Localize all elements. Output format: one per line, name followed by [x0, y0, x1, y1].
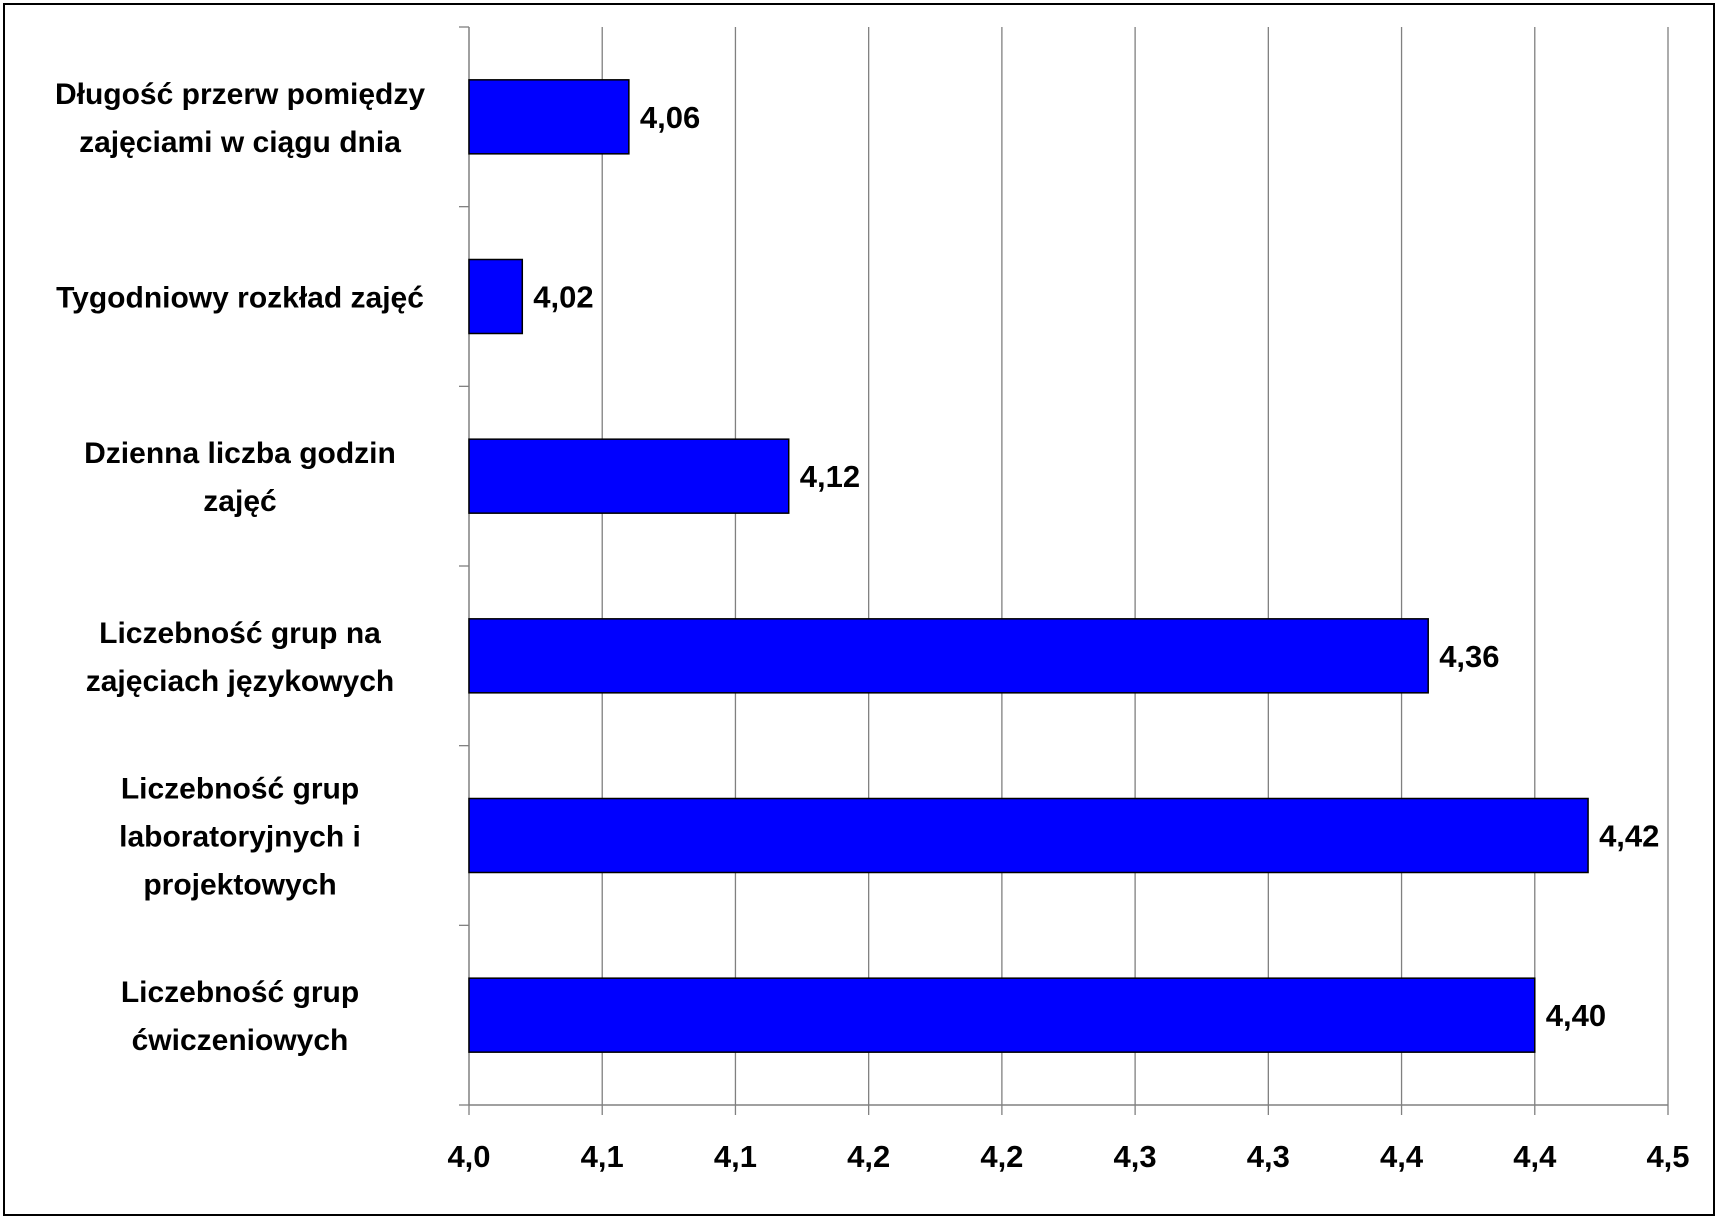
bar-value-label: 4,06	[640, 100, 700, 135]
category-label: Dzienna liczba godzin	[84, 437, 396, 470]
category-label: Tygodniowy rozkład zajęć	[56, 282, 424, 315]
bar	[468, 79, 630, 155]
x-tick-label: 4,5	[1646, 1139, 1689, 1174]
x-tick-label: 4,2	[847, 1139, 890, 1174]
x-tick-label: 4,0	[447, 1139, 490, 1174]
x-tick-label: 4,3	[1114, 1139, 1157, 1174]
bar-value-label: 4,40	[1546, 998, 1606, 1033]
bar	[468, 797, 1589, 874]
bar-value-label: 4,42	[1599, 819, 1659, 854]
x-tick-label: 4,1	[581, 1139, 624, 1174]
category-label: projektowych	[143, 869, 336, 902]
bar	[468, 258, 524, 335]
category-label: Liczebność grup na	[99, 617, 381, 650]
category-label: zajęciami w ciągu dnia	[79, 126, 401, 159]
bar-value-label: 4,12	[800, 459, 860, 494]
bar-value-label: 4,02	[533, 280, 593, 315]
category-label: Liczebność grup	[121, 976, 359, 1009]
x-tick-label: 4,1	[714, 1139, 757, 1174]
plot-area: 4,0 4,1 4,1 4,2 4,2 4,3 4,3 4,4 4,4 4,5 4,06 Długoś…	[55, 26, 1690, 1174]
bar	[468, 618, 1429, 694]
category-label: ćwiczeniowych	[132, 1024, 349, 1057]
bar	[468, 977, 1536, 1053]
category-label: Długość przerw pomiędzy	[55, 78, 425, 111]
category-label: laboratoryjnych i	[119, 821, 361, 854]
x-tick-label: 4,2	[980, 1139, 1023, 1174]
category-label: zajęć	[203, 485, 276, 518]
bar-value-label: 4,36	[1439, 639, 1499, 674]
category-label: zajęciach językowych	[86, 665, 395, 698]
category-label: Liczebność grup	[121, 773, 359, 806]
x-tick-label: 4,4	[1380, 1139, 1424, 1174]
x-tick-label: 4,4	[1513, 1139, 1557, 1174]
bar	[468, 438, 790, 514]
x-tick-label: 4,3	[1247, 1139, 1290, 1174]
